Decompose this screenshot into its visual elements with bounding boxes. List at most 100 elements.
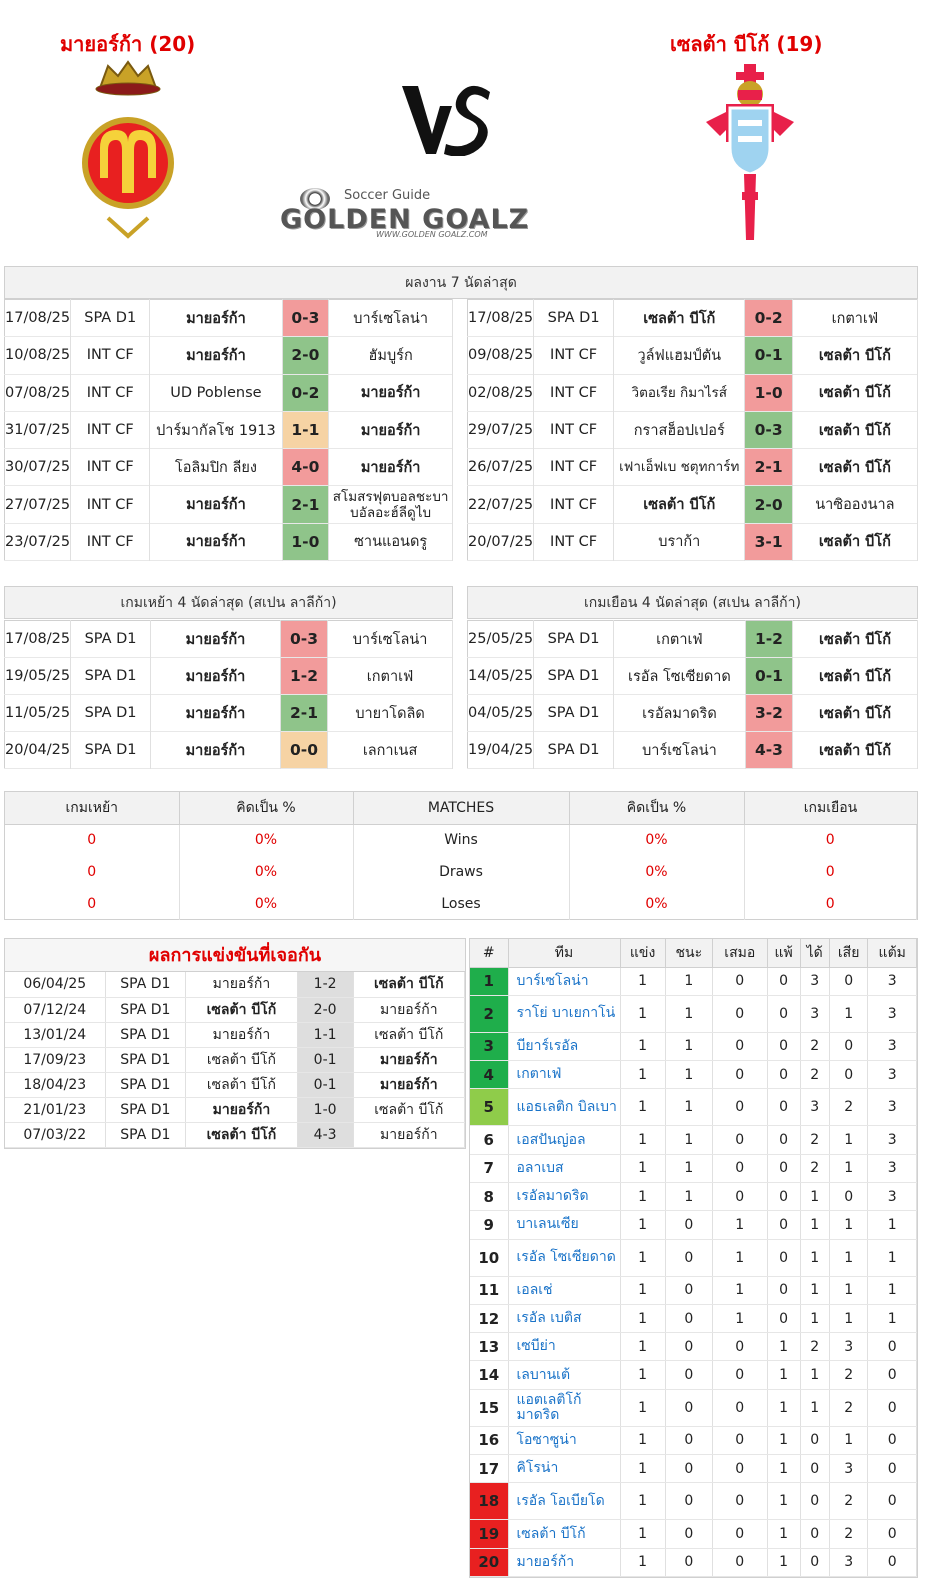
last4-home-header: เกมเหย้า 4 นัดล่าสุด (สเปน ลาลีก้า) <box>4 586 453 619</box>
match-date: 27/07/25 <box>4 485 72 524</box>
h2h-table: ผลการแข่งขันที่เจอกัน 06/04/25 SPA D1 มายอ… <box>4 938 466 1150</box>
stat-d: 0 <box>712 1548 768 1577</box>
away-team: เกตาเฟ่ <box>327 657 453 695</box>
team-link[interactable]: เกตาเฟ่ <box>508 1060 621 1090</box>
stat-d: 0 <box>712 1389 768 1427</box>
team-link[interactable]: บียาร์เรอัล <box>508 1032 621 1062</box>
competition: SPA D1 <box>105 1072 187 1098</box>
standings-header[interactable]: แต้ม <box>867 939 917 968</box>
stat-w: 0 <box>665 1360 713 1390</box>
h2h-row: 17/09/23 SPA D1 เซลต้า บีโก้ 0-1 มายอร์ก้า <box>5 1047 466 1073</box>
team-link[interactable]: อลาเบส <box>508 1154 621 1183</box>
home-team: มายอร์ก้า <box>185 972 298 998</box>
home-team: เซลต้า บีโก้ <box>185 1047 298 1073</box>
stat-ga: 2 <box>829 1360 869 1390</box>
stat-d: 0 <box>712 1154 768 1183</box>
team-link[interactable]: เรอัล โอเบียโด <box>508 1482 621 1521</box>
stat-pts: 3 <box>867 1088 917 1127</box>
away-team: เซลต้า บีโก้ <box>792 336 919 375</box>
score: 1-2 <box>297 972 354 998</box>
stat-gf: 1 <box>800 1304 830 1334</box>
stat-w: 0 <box>665 1332 713 1362</box>
standings-header[interactable]: ทีม <box>508 939 621 968</box>
standings-header[interactable]: แพ้ <box>767 939 801 968</box>
standings-header[interactable]: ได้ <box>800 939 830 968</box>
score: 4-3 <box>297 1122 354 1149</box>
stat-gf: 1 <box>800 1360 830 1390</box>
match-date: 06/04/25 <box>5 972 106 998</box>
team-link[interactable]: เรอัลมาดริด <box>508 1182 621 1212</box>
standings-header[interactable]: แข่ง <box>620 939 666 968</box>
competition: SPA D1 <box>533 694 615 732</box>
home-team: วิตอเรีย กิมาไรส์ <box>613 374 746 412</box>
stat-l: 1 <box>767 1454 801 1484</box>
team-link[interactable]: บาร์เซโลน่า <box>508 967 621 996</box>
result-row: 26/07/25 INT CF เฟาเอ็ฟเบ ชตุทการ์ท 2-1 เซลต… <box>467 448 919 486</box>
away-count: 0 <box>744 888 917 920</box>
rank: 14 <box>470 1360 509 1390</box>
competition: SPA D1 <box>70 620 151 658</box>
home-team: เซลต้า บีโก้ <box>185 997 298 1023</box>
stat-w: 1 <box>665 1182 713 1212</box>
team-link[interactable]: บาเลนเซีย <box>508 1210 621 1240</box>
stat-l: 0 <box>767 1088 801 1127</box>
result-row: 27/07/25 INT CF มายอร์ก้า 2-1 สโมสรฟุตบอลชะบ… <box>4 485 453 524</box>
home-team: UD Poblense <box>149 374 283 412</box>
soccer-ball-icon <box>300 188 330 210</box>
stat-l: 1 <box>767 1360 801 1390</box>
stat-ga: 0 <box>829 1060 869 1090</box>
rank: 12 <box>470 1304 509 1334</box>
stat-p: 1 <box>620 1454 666 1484</box>
match-type: Draws <box>353 856 570 888</box>
standings-row: 12 เรอัล เบติส 1 0 1 0 1 1 1 <box>470 1304 917 1334</box>
h2h-title: ผลการแข่งขันที่เจอกัน <box>5 939 465 972</box>
team-link[interactable]: แอตเลติโก้ มาดริด <box>508 1389 621 1427</box>
summary-row: 0 0% Loses 0% 0 <box>5 888 917 920</box>
team-link[interactable]: เรอัล เบติส <box>508 1304 621 1334</box>
score: 3-2 <box>745 694 794 732</box>
standings-row: 7 อลาเบส 1 1 0 0 2 1 3 <box>470 1154 917 1183</box>
team-link[interactable]: เอสปันญ่อล <box>508 1125 621 1155</box>
team-link[interactable]: เลบานเต้ <box>508 1360 621 1390</box>
standings-header[interactable]: ชนะ <box>665 939 713 968</box>
match-date: 20/07/25 <box>467 523 535 561</box>
team-link[interactable]: ราโย่ บาเยกาโน่ <box>508 995 621 1033</box>
stat-pts: 1 <box>867 1276 917 1305</box>
stat-d: 0 <box>712 995 768 1033</box>
away-count: 0 <box>744 856 917 888</box>
result-row: 10/08/25 INT CF มายอร์ก้า 2-0 ฮัมบูร์ก <box>4 336 453 375</box>
stat-p: 1 <box>620 1239 666 1277</box>
standings-row: 11 เอลเช่ 1 0 1 0 1 1 1 <box>470 1276 917 1305</box>
result-row: 20/07/25 INT CF บราก้า 3-1 เซลต้า บีโก้ <box>467 523 919 561</box>
competition: SPA D1 <box>70 731 151 769</box>
competition: INT CF <box>70 336 151 375</box>
team-link[interactable]: มายอร์ก้า <box>508 1548 621 1577</box>
team-link[interactable]: เซลต้า บีโก้ <box>508 1519 621 1549</box>
summary-header-away: เกมเยือน <box>744 792 917 825</box>
team-link[interactable]: คิโรน่า <box>508 1454 621 1484</box>
away-team: สโมสรฟุตบอลชะบาบอัลอะฮ์ลีดูไบ <box>328 485 453 524</box>
standings-header[interactable]: เสมอ <box>712 939 768 968</box>
brand-logo: Soccer Guide GOLDEN GOALZ WWW.GOLDEN GOA… <box>278 182 602 242</box>
standings-header[interactable]: เสีย <box>829 939 869 968</box>
standings-row: 10 เรอัล โซเซียดาด 1 0 1 0 1 1 1 <box>470 1239 917 1277</box>
team-link[interactable]: เซบีย่า <box>508 1332 621 1362</box>
rank: 20 <box>470 1548 509 1577</box>
competition: SPA D1 <box>105 1022 187 1048</box>
team-link[interactable]: โอซาซูน่า <box>508 1426 621 1456</box>
team-link[interactable]: แอธเลติก บิลเบา <box>508 1088 621 1127</box>
competition: INT CF <box>533 411 615 449</box>
match-type: Loses <box>353 888 570 920</box>
stat-p: 1 <box>620 995 666 1033</box>
score: 1-2 <box>280 657 329 695</box>
team-link[interactable]: เอลเช่ <box>508 1276 621 1305</box>
stat-ga: 2 <box>829 1482 869 1521</box>
score: 2-1 <box>744 448 793 486</box>
result-row: 31/07/25 INT CF ปาร์มากัลโช 1913 1-1 มายอร์ก… <box>4 411 453 449</box>
standings-header[interactable]: # <box>470 939 509 968</box>
stat-gf: 2 <box>800 1332 830 1362</box>
match-date: 07/12/24 <box>5 997 106 1023</box>
stat-ga: 1 <box>829 1154 869 1183</box>
last4-home-table: 17/08/25 SPA D1 มายอร์ก้า 0-3 บาร์เซโลน่า 19/… <box>4 620 453 769</box>
team-link[interactable]: เรอัล โซเซียดาด <box>508 1239 621 1277</box>
